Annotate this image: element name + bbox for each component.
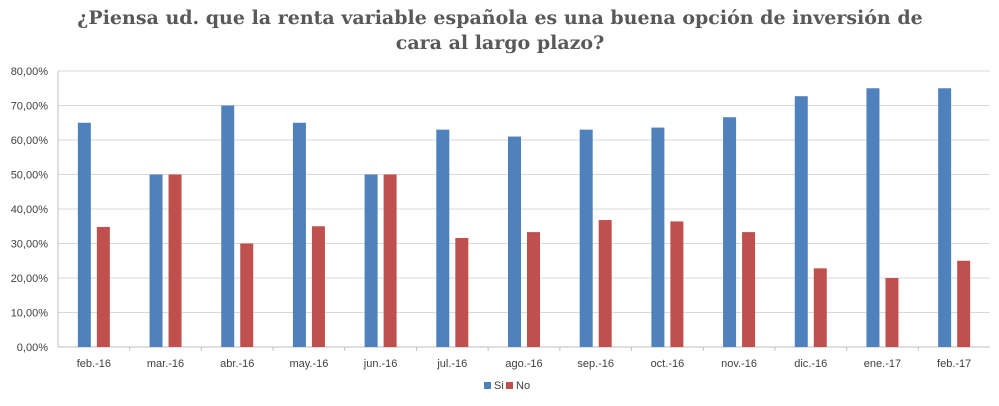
bar-no bbox=[598, 220, 612, 347]
y-tick-label: 80,00% bbox=[11, 66, 49, 78]
x-tick-label: feb.-16 bbox=[77, 358, 111, 370]
x-tick-label: abr.-16 bbox=[220, 358, 254, 370]
bar-no bbox=[455, 237, 469, 347]
bar-no bbox=[240, 243, 254, 347]
bar-si bbox=[77, 122, 91, 347]
bar-si bbox=[292, 122, 306, 347]
bar-si bbox=[579, 129, 593, 347]
bar-si bbox=[723, 117, 737, 347]
x-tick-label: jul.-16 bbox=[436, 358, 467, 370]
x-tick-label: dic.-16 bbox=[794, 358, 827, 370]
bar-no bbox=[670, 221, 684, 347]
y-tick-label: 30,00% bbox=[11, 239, 49, 251]
y-tick-label: 40,00% bbox=[11, 204, 49, 216]
chart-title-line-1: ¿Piensa ud. que la renta variable españo… bbox=[77, 7, 923, 29]
x-tick-label: feb.-17 bbox=[937, 358, 971, 370]
y-tick-label: 70,00% bbox=[11, 101, 49, 113]
legend-swatch-no bbox=[506, 382, 513, 389]
bar-no bbox=[957, 260, 971, 347]
x-tick-label: oct.-16 bbox=[651, 358, 685, 370]
y-tick-label: 10,00% bbox=[11, 308, 49, 320]
bar-si bbox=[149, 174, 163, 347]
bar-no bbox=[742, 232, 756, 347]
bar-si bbox=[866, 88, 880, 347]
bar-si bbox=[938, 88, 952, 347]
bar-no bbox=[813, 268, 827, 347]
bar-no bbox=[168, 174, 182, 347]
bar-si bbox=[364, 174, 378, 347]
x-tick-label: jun.-16 bbox=[363, 358, 398, 370]
x-tick-label: ene.-17 bbox=[864, 358, 901, 370]
y-tick-label: 50,00% bbox=[11, 170, 49, 182]
y-tick-label: 0,00% bbox=[17, 342, 48, 354]
bar-no bbox=[527, 232, 540, 347]
x-tick-label: nov.-16 bbox=[721, 358, 757, 370]
bar-si bbox=[436, 129, 450, 347]
bar-si bbox=[794, 96, 808, 347]
legend-label-no: No bbox=[516, 380, 530, 392]
bar-si bbox=[508, 136, 521, 347]
y-tick-label: 60,00% bbox=[11, 135, 49, 147]
bar-si bbox=[651, 127, 665, 347]
x-tick-label: mar.-16 bbox=[147, 358, 184, 370]
legend-label-si: Si bbox=[494, 380, 504, 392]
chart-title-line-2: cara al largo plazo? bbox=[395, 32, 605, 54]
y-tick-label: 20,00% bbox=[11, 273, 49, 285]
bar-no bbox=[96, 226, 110, 347]
x-tick-label: may.-16 bbox=[289, 358, 328, 370]
bar-no bbox=[311, 226, 325, 347]
x-tick-label: sep.-16 bbox=[577, 358, 614, 370]
bar-si bbox=[221, 105, 235, 347]
legend-swatch-si bbox=[484, 382, 491, 389]
bar-no bbox=[885, 278, 899, 347]
chart-title: ¿Piensa ud. que la renta variable españo… bbox=[40, 6, 960, 56]
x-tick-label: ago.-16 bbox=[505, 358, 542, 370]
bar-no bbox=[383, 174, 397, 347]
